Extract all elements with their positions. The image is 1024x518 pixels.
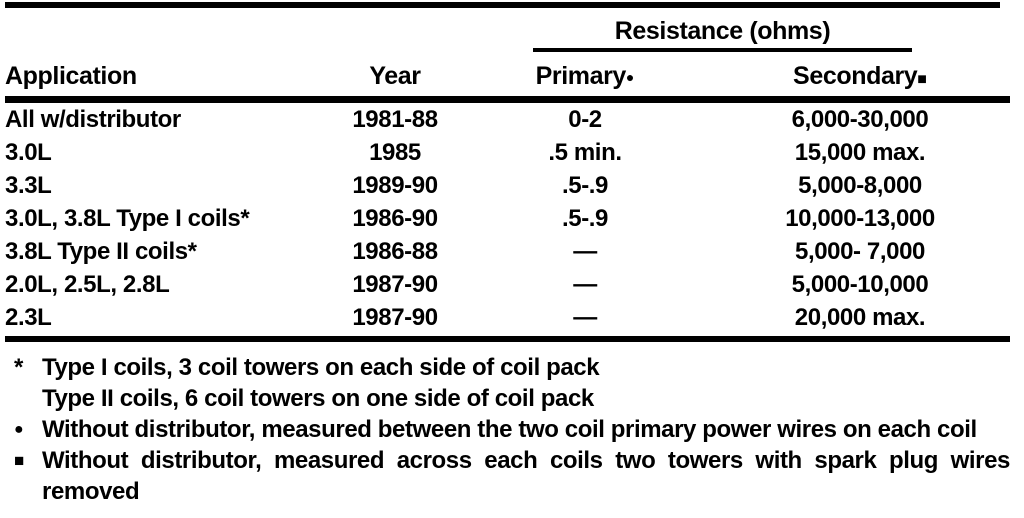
cell-primary: .5-.9 bbox=[561, 205, 609, 232]
footnote-dot-text: Without distributor, measured between th… bbox=[42, 416, 977, 443]
col-header-primary: Primary● bbox=[535, 62, 635, 90]
cell-year: 1987-90 bbox=[352, 304, 438, 331]
footnotes: * Type I coils, 3 coil towers on each si… bbox=[5, 352, 1010, 507]
cell-year: 1986-90 bbox=[352, 205, 438, 232]
cell-application: 3.0L, 3.8L Type I coils* bbox=[5, 205, 250, 232]
resistance-spanner-header: Resistance (ohms) bbox=[533, 8, 912, 52]
table-row: 2.0L, 2.5L, 2.8L 1987-90 — 5,000-10,000 bbox=[5, 268, 1010, 301]
top-rule bbox=[5, 2, 1000, 8]
dot-bullet-icon: ● bbox=[14, 421, 24, 438]
cell-secondary: 5,000-8,000 bbox=[798, 172, 922, 199]
spanner-row: Resistance (ohms) bbox=[5, 8, 1010, 54]
cell-primary: — bbox=[573, 238, 597, 265]
col-header-application: Application bbox=[5, 62, 137, 90]
secondary-footnote-square-icon: ■ bbox=[917, 71, 927, 88]
cell-year: 1987-90 bbox=[352, 271, 438, 298]
cell-primary: .5-.9 bbox=[561, 172, 609, 199]
coil-resistance-table: Resistance (ohms) Application Year Prima… bbox=[5, 2, 1010, 507]
bottom-rule bbox=[5, 336, 1010, 342]
asterisk-icon: * bbox=[14, 354, 23, 381]
footnote-dot: ● Without distributor, measured between … bbox=[5, 414, 1010, 445]
cell-secondary: 6,000-30,000 bbox=[791, 106, 929, 133]
cell-primary: .5 min. bbox=[548, 139, 622, 166]
cell-secondary: 5,000-10,000 bbox=[791, 271, 929, 298]
cell-secondary: 10,000-13,000 bbox=[785, 205, 935, 232]
cell-application: All w/distributor bbox=[5, 106, 181, 133]
cell-year: 1985 bbox=[369, 139, 421, 166]
cell-secondary: 5,000- 7,000 bbox=[795, 238, 925, 265]
cell-secondary: 15,000 max. bbox=[794, 139, 926, 166]
col-header-secondary: Secondary■ bbox=[793, 62, 927, 90]
cell-primary: — bbox=[573, 271, 597, 298]
cell-primary: — bbox=[573, 304, 597, 331]
cell-year: 1989-90 bbox=[352, 172, 438, 199]
square-bullet-icon: ■ bbox=[14, 451, 24, 470]
col-header-year: Year bbox=[369, 62, 421, 90]
table-row: 3.3L 1989-90 .5-.9 5,000-8,000 bbox=[5, 169, 1010, 202]
table-row: 3.8L Type II coils* 1986-88 — 5,000- 7,0… bbox=[5, 235, 1010, 268]
footnote-square-text: Without distributor, measured across eac… bbox=[42, 447, 1010, 505]
cell-year: 1986-88 bbox=[352, 238, 438, 265]
footnote-star-line1: Type I coils, 3 coil towers on each side… bbox=[42, 354, 600, 381]
footnote-star-line2: Type II coils, 6 coil towers on one side… bbox=[42, 385, 594, 412]
footnote-star: * Type I coils, 3 coil towers on each si… bbox=[5, 352, 1010, 414]
cell-secondary: 20,000 max. bbox=[794, 304, 926, 331]
primary-footnote-dot-icon: ● bbox=[625, 69, 635, 85]
column-header-row: Application Year Primary● Secondary■ bbox=[5, 54, 1010, 96]
table-row: 3.0L, 3.8L Type I coils* 1986-90 .5-.9 1… bbox=[5, 202, 1010, 235]
cell-application: 2.0L, 2.5L, 2.8L bbox=[5, 271, 170, 298]
cell-primary: 0-2 bbox=[568, 106, 602, 133]
cell-year: 1981-88 bbox=[352, 106, 438, 133]
cell-application: 2.3L bbox=[5, 304, 52, 331]
header-rule bbox=[5, 96, 1010, 103]
table-row: 3.0L 1985 .5 min. 15,000 max. bbox=[5, 136, 1010, 169]
cell-application: 3.3L bbox=[5, 172, 52, 199]
cell-application: 3.8L Type II coils* bbox=[5, 238, 197, 265]
table-row: All w/distributor 1981-88 0-2 6,000-30,0… bbox=[5, 103, 1010, 136]
cell-application: 3.0L bbox=[5, 139, 52, 166]
table-row: 2.3L 1987-90 — 20,000 max. bbox=[5, 301, 1010, 334]
footnote-square: ■ Without distributor, measured across e… bbox=[5, 445, 1010, 507]
